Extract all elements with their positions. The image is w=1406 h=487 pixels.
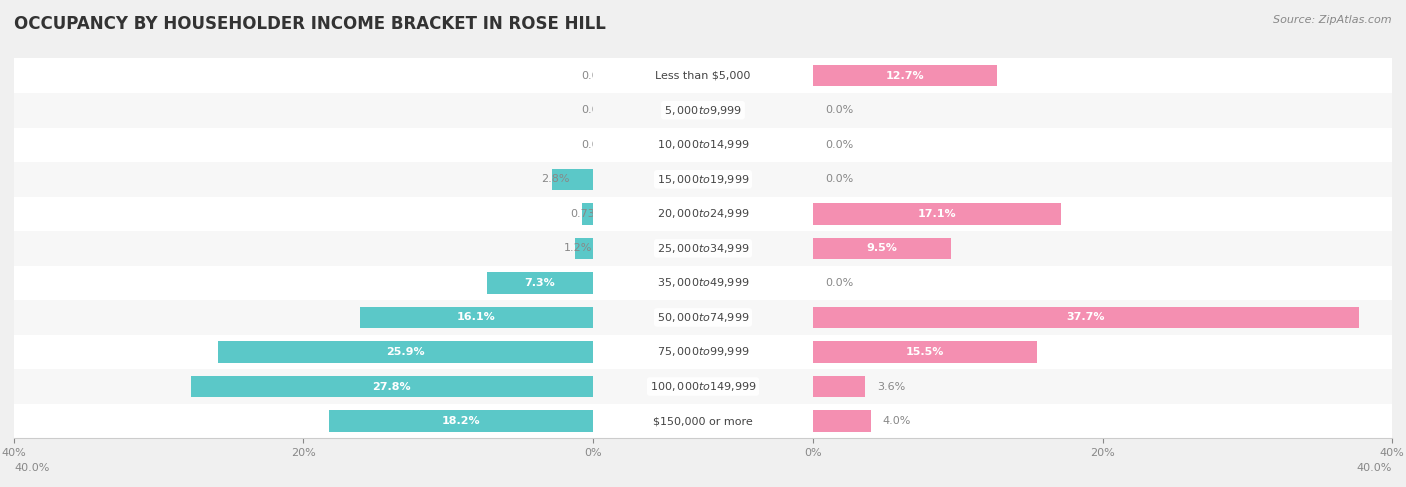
Bar [813, 58, 1392, 93]
Bar [813, 162, 1392, 197]
Text: 9.5%: 9.5% [866, 244, 897, 253]
Bar [593, 300, 813, 335]
Bar [593, 404, 813, 438]
Bar [593, 128, 813, 162]
Text: $15,000 to $19,999: $15,000 to $19,999 [657, 173, 749, 186]
Text: 2.8%: 2.8% [541, 174, 569, 184]
Text: 12.7%: 12.7% [886, 71, 924, 81]
Bar [813, 307, 1358, 328]
Bar [813, 128, 1392, 162]
Text: 40.0%: 40.0% [14, 463, 49, 473]
Bar [14, 369, 593, 404]
Bar [813, 404, 1392, 438]
Bar [14, 197, 593, 231]
Bar [553, 169, 593, 190]
Bar [582, 203, 593, 225]
Text: $75,000 to $99,999: $75,000 to $99,999 [657, 345, 749, 358]
Bar [360, 307, 593, 328]
Bar [14, 128, 593, 162]
Text: 27.8%: 27.8% [373, 381, 411, 392]
Bar [218, 341, 593, 363]
Text: $50,000 to $74,999: $50,000 to $74,999 [657, 311, 749, 324]
Bar [813, 231, 1392, 265]
Text: $10,000 to $14,999: $10,000 to $14,999 [657, 138, 749, 151]
Text: 15.5%: 15.5% [907, 347, 945, 357]
Text: 0.73%: 0.73% [571, 209, 606, 219]
Bar [813, 369, 1392, 404]
Bar [14, 300, 593, 335]
Text: 0.0%: 0.0% [825, 278, 853, 288]
Bar [813, 238, 950, 259]
Bar [593, 197, 813, 231]
Bar [813, 265, 1392, 300]
Bar [813, 203, 1060, 225]
Text: 3.6%: 3.6% [877, 381, 905, 392]
Bar [593, 58, 813, 93]
Text: 0.0%: 0.0% [825, 105, 853, 115]
Bar [191, 376, 593, 397]
Bar [813, 300, 1392, 335]
Text: Less than $5,000: Less than $5,000 [655, 71, 751, 81]
Bar [593, 162, 813, 197]
Text: $35,000 to $49,999: $35,000 to $49,999 [657, 277, 749, 289]
Bar [813, 335, 1392, 369]
Text: 7.3%: 7.3% [524, 278, 555, 288]
Text: 1.2%: 1.2% [564, 244, 592, 253]
Text: 40.0%: 40.0% [1357, 463, 1392, 473]
Text: 37.7%: 37.7% [1067, 313, 1105, 322]
Text: Source: ZipAtlas.com: Source: ZipAtlas.com [1274, 15, 1392, 25]
Text: 0.0%: 0.0% [581, 71, 609, 81]
Text: $20,000 to $24,999: $20,000 to $24,999 [657, 207, 749, 220]
Text: 0.0%: 0.0% [825, 140, 853, 150]
Bar [14, 335, 593, 369]
Bar [14, 58, 593, 93]
Bar [813, 376, 865, 397]
Text: 4.0%: 4.0% [883, 416, 911, 426]
Bar [14, 231, 593, 265]
Bar [575, 238, 593, 259]
Bar [813, 93, 1392, 128]
Bar [329, 411, 593, 432]
Bar [813, 411, 872, 432]
Bar [593, 265, 813, 300]
Bar [593, 369, 813, 404]
Text: $150,000 or more: $150,000 or more [654, 416, 752, 426]
Bar [14, 93, 593, 128]
Bar [593, 93, 813, 128]
Text: 0.0%: 0.0% [581, 105, 609, 115]
Text: 16.1%: 16.1% [457, 313, 496, 322]
Text: $25,000 to $34,999: $25,000 to $34,999 [657, 242, 749, 255]
Bar [813, 341, 1038, 363]
Text: 0.0%: 0.0% [581, 140, 609, 150]
Text: $5,000 to $9,999: $5,000 to $9,999 [664, 104, 742, 117]
Bar [486, 272, 593, 294]
Bar [14, 265, 593, 300]
Text: OCCUPANCY BY HOUSEHOLDER INCOME BRACKET IN ROSE HILL: OCCUPANCY BY HOUSEHOLDER INCOME BRACKET … [14, 15, 606, 33]
Bar [593, 335, 813, 369]
Bar [813, 197, 1392, 231]
Text: 17.1%: 17.1% [918, 209, 956, 219]
Bar [593, 231, 813, 265]
Bar [813, 65, 997, 86]
Text: $100,000 to $149,999: $100,000 to $149,999 [650, 380, 756, 393]
Bar [14, 162, 593, 197]
Bar [14, 404, 593, 438]
Text: 25.9%: 25.9% [387, 347, 425, 357]
Text: 18.2%: 18.2% [441, 416, 481, 426]
Text: 0.0%: 0.0% [825, 174, 853, 184]
